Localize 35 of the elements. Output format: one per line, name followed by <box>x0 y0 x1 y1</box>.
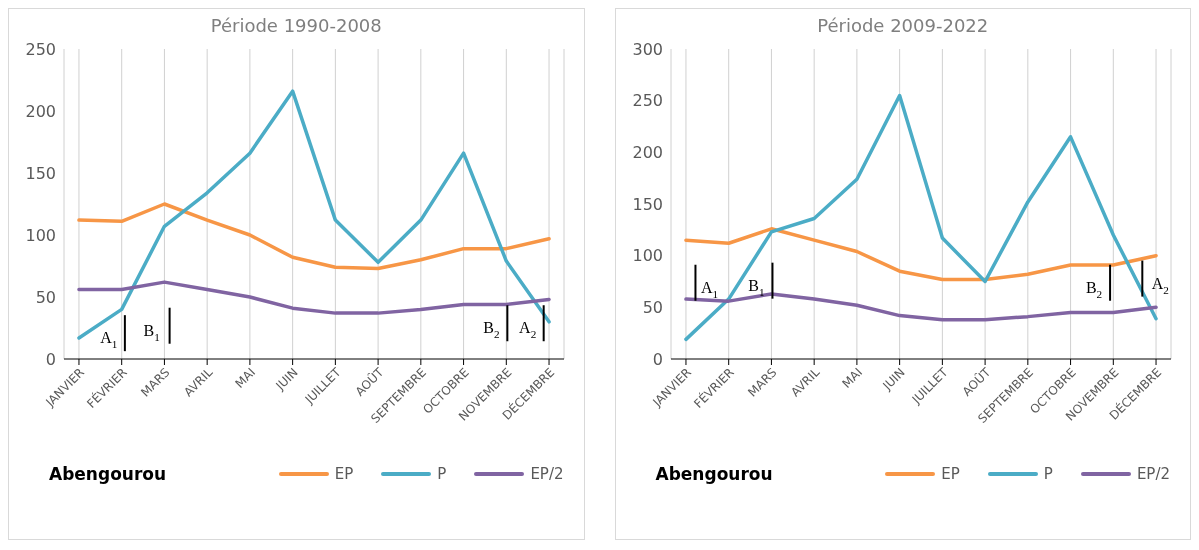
legend-label: P <box>1043 465 1053 483</box>
legend-label: EP <box>941 465 960 483</box>
y-tick-label: 250 <box>631 91 663 111</box>
annotation: B$_{2}$ <box>483 318 500 340</box>
text: Abengourou <box>655 464 773 484</box>
y-tick-label: 300 <box>631 39 663 59</box>
y-tick-label: 250 <box>25 39 56 59</box>
chart-title: Période 1990-2008 <box>209 15 383 36</box>
annotation: B$_{1}$ <box>143 321 160 343</box>
legend-label: EP/2 <box>530 465 564 483</box>
legend-label: EP/2 <box>1136 465 1170 483</box>
y-tick-label: 50 <box>35 287 56 307</box>
y-tick-label: 200 <box>25 101 56 121</box>
x-tick-label: MAI <box>839 365 865 391</box>
line-series <box>77 280 551 315</box>
y-tick-label: 150 <box>631 194 663 214</box>
y-tick-label: 50 <box>642 298 663 318</box>
y-tick-label: 150 <box>25 163 56 183</box>
x-tick-label: MAI <box>232 365 259 391</box>
legend-label: EP <box>334 465 354 483</box>
annotation: A$_{2}$ <box>519 318 537 340</box>
annotation: A$_{1}$ <box>100 328 118 350</box>
y-tick-label: 200 <box>631 143 663 163</box>
annotation: B$_{1}$ <box>747 276 765 298</box>
annotation: A$_{1}$ <box>700 278 718 300</box>
y-tick-label: 0 <box>45 349 56 369</box>
annotation: A$_{2}$ <box>1151 274 1169 296</box>
y-tick-label: 100 <box>631 246 663 266</box>
chart-title: Période 2009-2022 <box>816 15 990 36</box>
annotation: B$_{2}$ <box>1085 278 1102 300</box>
legend-label: P <box>437 465 447 483</box>
text: Abengourou <box>49 464 167 484</box>
line-series <box>77 202 551 271</box>
y-tick-label: 0 <box>652 349 663 369</box>
y-tick-label: 100 <box>25 225 56 245</box>
